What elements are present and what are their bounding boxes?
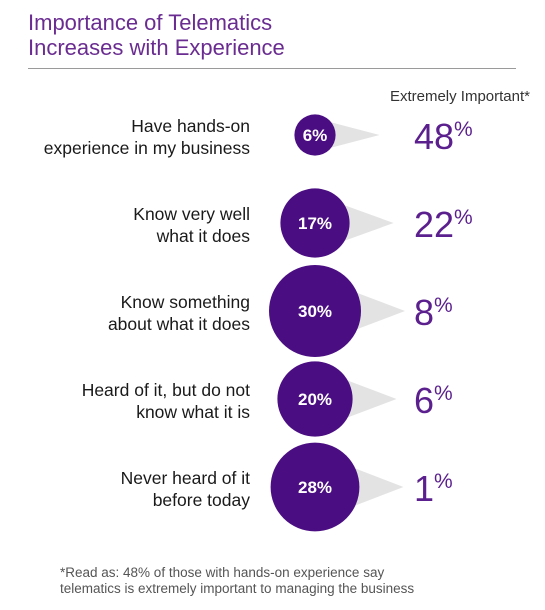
row-label-line-2: know what it is: [136, 402, 250, 422]
row-label: Heard of it, but do not know what it is: [20, 379, 250, 423]
important-number: 48: [414, 116, 454, 157]
important-value: 48%: [414, 116, 473, 157]
important-value: 1%: [414, 468, 453, 509]
row-label-line-2: what it does: [156, 226, 250, 246]
important-value: 8%: [414, 292, 453, 333]
bubble: [294, 114, 336, 156]
row-label-line-1: Know something: [120, 292, 250, 312]
important-number: 8: [414, 292, 434, 333]
bubble-label: 28%: [298, 478, 332, 497]
bubble-label: 20%: [298, 390, 332, 409]
title-line-1: Importance of Telematics: [28, 10, 273, 35]
bubble: [277, 361, 353, 437]
row-label: Never heard of it before today: [20, 467, 250, 511]
chart-title: Importance of Telematics Increases with …: [28, 10, 528, 60]
row-label-line-1: Have hands-on: [131, 116, 250, 136]
important-unit: %: [434, 294, 453, 317]
column-header: Extremely Important*: [389, 88, 530, 105]
row-label: Know something about what it does: [20, 291, 250, 335]
important-unit: %: [454, 206, 473, 229]
bubble: [280, 188, 350, 258]
important-unit: %: [434, 470, 453, 493]
bubble-label: 30%: [298, 302, 332, 321]
title-divider: [28, 68, 516, 69]
important-value: 22%: [414, 204, 473, 245]
important-number: 1: [414, 468, 434, 509]
bubble: [269, 265, 361, 357]
footnote-line-1: *Read as: 48% of those with hands-on exp…: [60, 565, 385, 580]
row-label-line-1: Never heard of it: [120, 468, 250, 488]
footnote: *Read as: 48% of those with hands-on exp…: [60, 565, 530, 597]
row-label: Know very well what it does: [20, 203, 250, 247]
important-unit: %: [454, 118, 473, 141]
row-label-line-1: Know very well: [133, 204, 250, 224]
row-label: Have hands-on experience in my business: [20, 115, 250, 159]
bubble-label: 17%: [298, 214, 332, 233]
title-line-2: Increases with Experience: [28, 35, 285, 60]
important-unit: %: [434, 382, 453, 405]
bubble: [270, 442, 360, 532]
row-label-line-1: Heard of it, but do not: [81, 380, 250, 400]
bubble-label: 6%: [303, 126, 328, 145]
row-label-line-2: about what it does: [107, 314, 250, 334]
important-value: 6%: [414, 380, 453, 421]
important-number: 22: [414, 204, 454, 245]
row-label-line-2: before today: [152, 490, 250, 510]
row-label-line-2: experience in my business: [43, 138, 250, 158]
important-number: 6: [414, 380, 434, 421]
footnote-line-2: telematics is extremely important to man…: [60, 581, 415, 596]
